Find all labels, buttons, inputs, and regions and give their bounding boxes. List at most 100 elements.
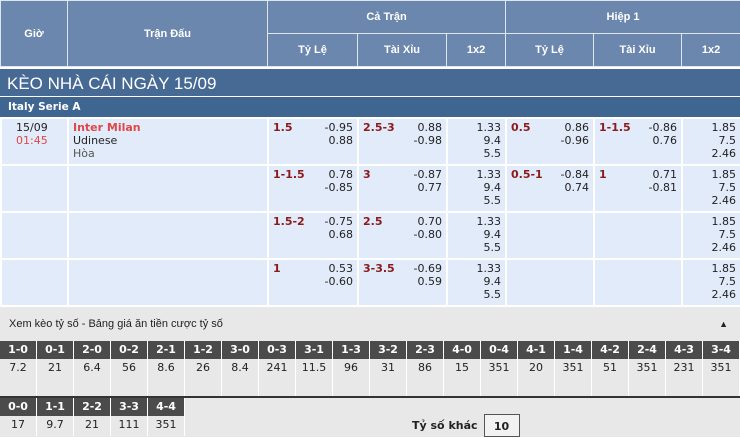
ft_ou-odds-2[interactable]: -0.80 (413, 228, 442, 241)
home-team[interactable]: Inter Milan (73, 121, 141, 134)
score-cell[interactable]: 1-4 351 (555, 341, 592, 396)
ft_hdp-odds-1[interactable]: -0.75 (324, 215, 353, 228)
other-score-value[interactable]: 10 (483, 414, 520, 437)
score-cell[interactable]: 4-3 231 (666, 341, 703, 396)
score-cell[interactable]: 2-2 21 (74, 398, 111, 436)
score-cell[interactable]: 4-1 20 (518, 341, 555, 396)
h1_1x2-odds[interactable]: 1.85 (711, 121, 737, 134)
score-cell[interactable]: 2-0 6.4 (74, 341, 111, 396)
h1_ou-odds-2[interactable]: 0.76 (652, 134, 678, 147)
score-odds[interactable]: 7.2 (9, 361, 27, 374)
ft_hdp-odds-2[interactable]: -0.60 (324, 275, 353, 288)
score-odds[interactable]: 8.6 (157, 361, 175, 374)
ft_1x2-odds[interactable]: 9.4 (483, 275, 502, 288)
score-cell[interactable]: 0-4 351 (481, 341, 518, 396)
ft_1x2-odds[interactable]: 1.33 (476, 262, 502, 275)
ft_ou-odds-1[interactable]: 0.88 (417, 121, 443, 134)
score-odds[interactable]: 8.4 (231, 361, 249, 374)
h1_1x2-odds[interactable]: 7.5 (718, 275, 737, 288)
score-odds[interactable]: 9.7 (46, 418, 64, 431)
ft_1x2-odds[interactable]: 1.33 (476, 121, 502, 134)
score-odds[interactable]: 20 (529, 361, 543, 374)
h1_hdp-odds-1[interactable]: -0.84 (560, 168, 589, 181)
score-odds[interactable]: 31 (381, 361, 395, 374)
score-cell[interactable]: 3-4 351 (703, 341, 740, 396)
correct-score-toggle[interactable]: Xem kèo tỷ số - Bảng giá ăn tiền cược tỷ… (0, 307, 740, 341)
ft_ou-odds-2[interactable]: 0.77 (417, 181, 443, 194)
ft_ou-odds-2[interactable]: 0.59 (417, 275, 443, 288)
score-cell[interactable]: 0-2 56 (111, 341, 148, 396)
h1_1x2-odds[interactable]: 1.85 (711, 168, 737, 181)
score-odds[interactable]: 96 (344, 361, 358, 374)
h1_hdp-odds-2[interactable]: 0.74 (564, 181, 590, 194)
h1_1x2-odds[interactable]: 7.5 (718, 181, 737, 194)
score-cell[interactable]: 1-1 9.7 (37, 398, 74, 436)
score-cell[interactable]: 2-3 86 (407, 341, 444, 396)
score-odds[interactable]: 15 (455, 361, 469, 374)
ft_1x2-odds[interactable]: 5.5 (483, 288, 502, 301)
score-odds[interactable]: 351 (562, 361, 584, 374)
h1_1x2-odds[interactable]: 7.5 (718, 228, 737, 241)
score-odds[interactable]: 51 (603, 361, 617, 374)
score-odds[interactable]: 6.4 (83, 361, 101, 374)
score-cell[interactable]: 0-0 17 (0, 398, 37, 436)
score-cell[interactable]: 1-3 96 (333, 341, 370, 396)
score-odds[interactable]: 17 (11, 418, 25, 431)
ft_1x2-odds[interactable]: 5.5 (483, 194, 502, 207)
score-cell[interactable]: 2-4 351 (629, 341, 666, 396)
score-odds[interactable]: 86 (418, 361, 432, 374)
ft_ou-odds-2[interactable]: -0.98 (413, 134, 442, 147)
score-cell[interactable]: 4-4 351 (148, 398, 185, 436)
h1_hdp-odds-1[interactable]: 0.86 (564, 121, 590, 134)
score-cell[interactable]: 0-1 21 (37, 341, 74, 396)
score-odds[interactable]: 351 (155, 418, 177, 431)
score-cell[interactable]: 4-2 51 (592, 341, 629, 396)
score-odds[interactable]: 231 (673, 361, 695, 374)
score-cell[interactable]: 4-0 15 (444, 341, 481, 396)
ft_1x2-odds[interactable]: 1.33 (476, 168, 502, 181)
ft_1x2-odds[interactable]: 9.4 (483, 134, 502, 147)
ft_hdp-odds-2[interactable]: 0.88 (328, 134, 354, 147)
h1_1x2-odds[interactable]: 2.46 (711, 194, 737, 207)
h1_ou-odds-1[interactable]: -0.86 (648, 121, 677, 134)
ft_1x2-odds[interactable]: 1.33 (476, 215, 502, 228)
score-odds[interactable]: 21 (48, 361, 62, 374)
h1_1x2-odds[interactable]: 2.46 (711, 147, 737, 160)
ft_1x2-odds[interactable]: 9.4 (483, 228, 502, 241)
score-cell[interactable]: 1-0 7.2 (0, 341, 37, 396)
away-team[interactable]: Udinese (73, 134, 118, 147)
h1_ou-odds-1[interactable]: 0.71 (652, 168, 678, 181)
score-cell[interactable]: 3-1 11.5 (296, 341, 333, 396)
score-odds[interactable]: 26 (196, 361, 210, 374)
h1_1x2-odds[interactable]: 1.85 (711, 215, 737, 228)
collapse-up-icon[interactable]: ▲ (719, 319, 728, 329)
score-cell[interactable]: 1-2 26 (185, 341, 222, 396)
ft_hdp-odds-2[interactable]: 0.68 (328, 228, 354, 241)
score-cell[interactable]: 3-3 111 (111, 398, 148, 436)
score-odds[interactable]: 11.5 (301, 361, 327, 374)
score-cell[interactable]: 3-0 8.4 (222, 341, 259, 396)
ft_ou-odds-1[interactable]: -0.87 (413, 168, 442, 181)
ft_hdp-odds-1[interactable]: 0.53 (328, 262, 354, 275)
score-cell[interactable]: 3-2 31 (370, 341, 407, 396)
ft_1x2-odds[interactable]: 9.4 (483, 181, 502, 194)
ft_hdp-odds-1[interactable]: -0.95 (324, 121, 353, 134)
score-cell[interactable]: 2-1 8.6 (148, 341, 185, 396)
score-odds[interactable]: 351 (488, 361, 510, 374)
score-odds[interactable]: 351 (710, 361, 732, 374)
h1_1x2-odds[interactable]: 2.46 (711, 241, 737, 254)
h1_1x2-odds[interactable]: 1.85 (711, 262, 737, 275)
score-cell[interactable]: 0-3 241 (259, 341, 296, 396)
ft_hdp-odds-1[interactable]: 0.78 (328, 168, 354, 181)
score-odds[interactable]: 21 (85, 418, 99, 431)
h1_1x2-odds[interactable]: 2.46 (711, 288, 737, 301)
score-odds[interactable]: 241 (266, 361, 288, 374)
h1_ou-odds-2[interactable]: -0.81 (648, 181, 677, 194)
ft_1x2-odds[interactable]: 5.5 (483, 241, 502, 254)
score-odds[interactable]: 111 (118, 418, 140, 431)
h1_1x2-odds[interactable]: 7.5 (718, 134, 737, 147)
score-odds[interactable]: 56 (122, 361, 136, 374)
score-odds[interactable]: 351 (636, 361, 658, 374)
ft_hdp-odds-2[interactable]: -0.85 (324, 181, 353, 194)
ft_1x2-odds[interactable]: 5.5 (483, 147, 502, 160)
